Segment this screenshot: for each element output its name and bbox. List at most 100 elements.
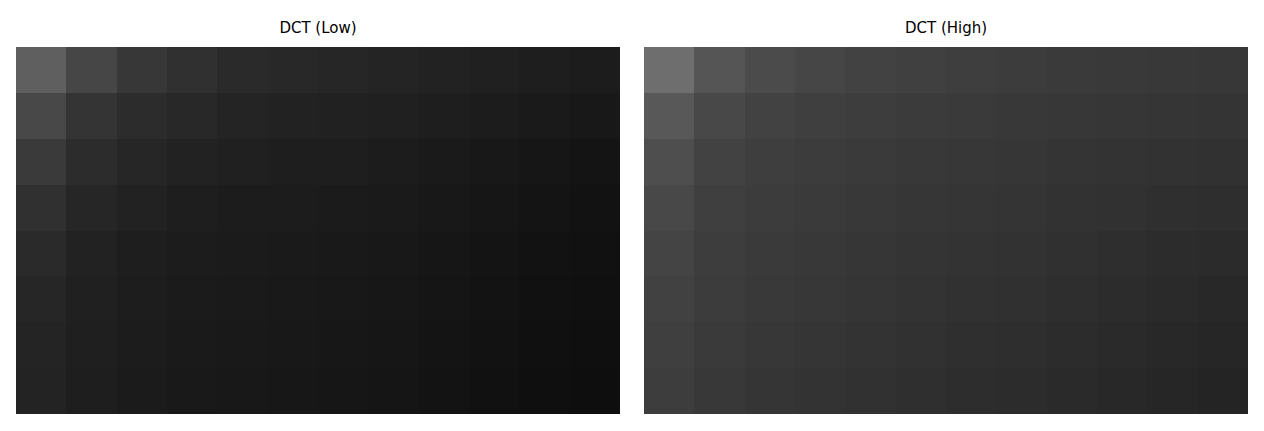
- heatmap-cell: [368, 231, 419, 277]
- heatmap-cell: [368, 93, 419, 139]
- heatmap-cell: [694, 139, 745, 185]
- heatmap-cell: [469, 231, 520, 277]
- heatmap-cell: [16, 368, 67, 414]
- heatmap-cell: [896, 185, 947, 231]
- heatmap-cell: [570, 368, 620, 414]
- heatmap-cell: [1097, 185, 1148, 231]
- heatmap-cell: [1047, 185, 1098, 231]
- heatmap-cell: [1147, 322, 1198, 368]
- heatmap-cell: [795, 276, 846, 322]
- heatmap-cell: [117, 322, 168, 368]
- heatmap-cell: [946, 368, 997, 414]
- heatmap-cell: [946, 93, 997, 139]
- heatmap-cell: [117, 231, 168, 277]
- heatmap-cell: [845, 322, 896, 368]
- heatmap-cell: [694, 185, 745, 231]
- heatmap-cell: [16, 276, 67, 322]
- heatmap-cell: [469, 368, 520, 414]
- heatmap-cell: [217, 93, 268, 139]
- heatmap-cell: [1147, 47, 1198, 93]
- heatmap-cell: [745, 47, 796, 93]
- heatmap-cell: [896, 93, 947, 139]
- heatmap-cell: [644, 47, 695, 93]
- heatmap-cell: [896, 231, 947, 277]
- heatmap-cell: [368, 185, 419, 231]
- heatmap-cell: [368, 276, 419, 322]
- heatmap-cell: [570, 185, 620, 231]
- heatmap-cell: [570, 231, 620, 277]
- heatmap-cell: [16, 93, 67, 139]
- heatmap-cell: [795, 93, 846, 139]
- heatmap-cell: [1147, 185, 1198, 231]
- heatmap-cell: [1097, 139, 1148, 185]
- panel: [16, 47, 621, 415]
- heatmap-cell: [419, 368, 470, 414]
- heatmap-cell: [845, 139, 896, 185]
- heatmap-cell: [167, 139, 218, 185]
- heatmap-cell: [795, 368, 846, 414]
- heatmap-cell: [268, 185, 319, 231]
- heatmap-cell: [570, 139, 620, 185]
- heatmap-cell: [845, 231, 896, 277]
- heatmap-cell: [1047, 276, 1098, 322]
- heatmap-cell: [318, 231, 369, 277]
- heatmap-cell: [318, 139, 369, 185]
- heatmap-cell: [66, 368, 117, 414]
- heatmap-cell: [519, 322, 570, 368]
- heatmap-cell: [469, 322, 520, 368]
- heatmap-cell: [519, 368, 570, 414]
- heatmap-cell: [745, 276, 796, 322]
- heatmap-cell: [217, 47, 268, 93]
- heatmap-cell: [66, 139, 117, 185]
- heatmap-cell: [469, 276, 520, 322]
- heatmap-cell: [745, 368, 796, 414]
- heatmap-cell: [644, 139, 695, 185]
- heatmap-cell: [896, 139, 947, 185]
- heatmap-cell: [419, 47, 470, 93]
- heatmap-cell: [845, 276, 896, 322]
- heatmap-cell: [419, 276, 470, 322]
- heatmap-cell: [167, 322, 218, 368]
- heatmap-cell: [167, 276, 218, 322]
- heatmap-cell: [268, 276, 319, 322]
- heatmap-cell: [167, 93, 218, 139]
- heatmap-cell: [745, 139, 796, 185]
- heatmap-cell: [946, 139, 997, 185]
- heatmap-cell: [217, 322, 268, 368]
- heatmap-cell: [570, 47, 620, 93]
- heatmap-cell: [217, 231, 268, 277]
- heatmap-cell: [694, 93, 745, 139]
- heatmap-cell: [896, 322, 947, 368]
- heatmap-cell: [946, 185, 997, 231]
- heatmap-cell: [745, 231, 796, 277]
- heatmap-cell: [217, 368, 268, 414]
- heatmap-cell: [745, 185, 796, 231]
- heatmap-cell: [694, 368, 745, 414]
- heatmap-cell: [368, 368, 419, 414]
- heatmap-cell: [419, 231, 470, 277]
- heatmap-cell: [644, 276, 695, 322]
- heatmap-cell: [795, 231, 846, 277]
- heatmap-cell: [268, 231, 319, 277]
- heatmap-cell: [268, 368, 319, 414]
- heatmap-cell: [1147, 368, 1198, 414]
- heatmap-cell: [1097, 93, 1148, 139]
- heatmap-cell: [694, 276, 745, 322]
- heatmap-cell: [745, 93, 796, 139]
- heatmap-cell: [16, 185, 67, 231]
- heatmap-cell: [1198, 322, 1248, 368]
- heatmap-cell: [66, 322, 117, 368]
- panel-title: DCT (High): [905, 19, 987, 37]
- heatmap-cell: [318, 276, 369, 322]
- heatmap-cell: [996, 185, 1047, 231]
- heatmap-cell: [368, 322, 419, 368]
- heatmap-cell: [318, 47, 369, 93]
- heatmap-cell: [117, 276, 168, 322]
- heatmap-cell: [519, 185, 570, 231]
- heatmap-cell: [896, 276, 947, 322]
- heatmap-cell: [1047, 93, 1098, 139]
- heatmap-cell: [519, 139, 570, 185]
- heatmap-cell: [469, 47, 520, 93]
- heatmap-cell: [845, 93, 896, 139]
- heatmap-cell: [1198, 185, 1248, 231]
